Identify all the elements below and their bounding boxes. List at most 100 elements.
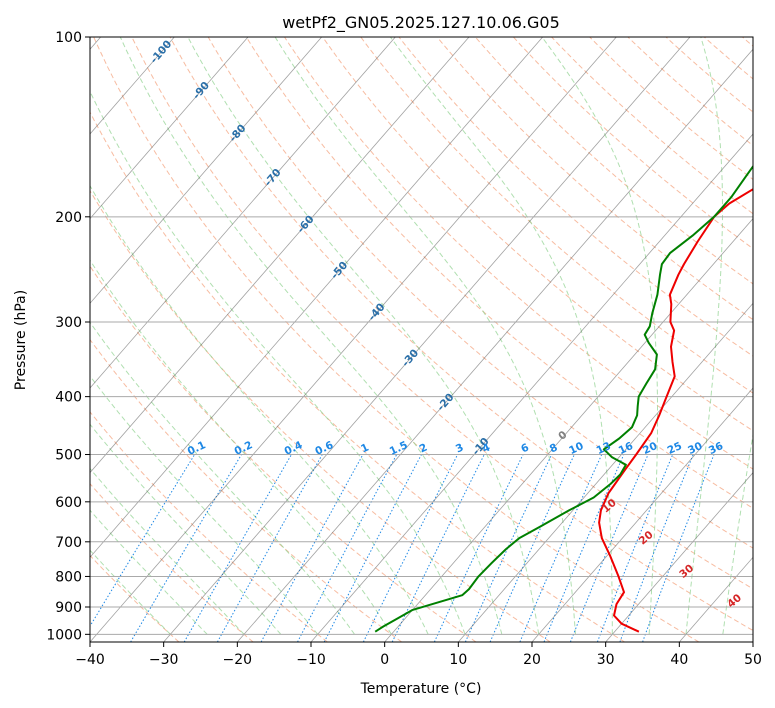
isotherm-line [310, 133, 753, 642]
temperature-profile-line [598, 188, 753, 633]
y-tick-label: 200 [55, 210, 82, 226]
x-tick-label: −20 [223, 652, 253, 668]
mixing-ratio-label: 8 [548, 442, 560, 456]
mixing-ratio-label: 1 [359, 442, 371, 456]
dry-adiabat-line [284, 37, 753, 470]
mixing-ratio-line [130, 454, 242, 642]
y-tick-label: 300 [55, 315, 82, 331]
mixing-ratio-line [323, 454, 422, 642]
pressure-gridlines [90, 37, 753, 635]
dry-adiabat-line [207, 37, 753, 549]
x-tick-label: 30 [597, 652, 615, 668]
dewpoint-profile-line [374, 164, 753, 633]
x-axis-label: Temperature (°C) [360, 681, 482, 697]
chart-title: wetPf2_GN05.2025.127.10.06.G05 [282, 13, 560, 33]
chart-annotations: -100-90-80-70-60-50-40-30-20-100.1 0.2 0.4… [148, 38, 744, 610]
dry-adiabat-line [551, 37, 753, 215]
moist-adiabats [90, 37, 753, 635]
x-tick-label: −40 [75, 652, 105, 668]
y-tick-label: 900 [55, 600, 82, 616]
mixing-ratio-line [489, 454, 575, 642]
plot-area [90, 37, 753, 642]
moist-adiabat-line [541, 37, 658, 635]
mixing-ratio-label: 10 [567, 440, 585, 457]
moist-adiabat-line [722, 432, 753, 635]
moist-adiabat-line [90, 375, 319, 635]
dry-adiabat-line [90, 411, 328, 642]
mixing-ratio-label: 36 [707, 440, 725, 457]
x-axis-ticks: −40 −30 −20 −10 0 10 20 30 40 50 [75, 642, 762, 668]
moist-adiabat-line [187, 37, 540, 635]
mixing-ratio-label: 2 [418, 442, 430, 456]
y-tick-label: 800 [55, 569, 82, 585]
dry-adiabat-line [90, 189, 551, 642]
dry-adiabat-line [90, 265, 477, 642]
moist-adiabat-line [274, 37, 576, 635]
moist-adiabat-line [90, 184, 429, 635]
moist-adiabat-line [90, 509, 208, 635]
dry-adiabat-line [90, 111, 625, 642]
isotherm-line [237, 48, 753, 642]
x-tick-label: −10 [296, 652, 326, 668]
mixing-ratio-label: 6 [519, 442, 531, 456]
moist-adiabat-line [90, 467, 245, 635]
dry-adiabat-line [90, 338, 402, 642]
isotherm-line [90, 37, 396, 389]
x-tick-label: −30 [149, 652, 179, 668]
mixing-ratio-line [90, 454, 196, 628]
x-tick-label: 20 [523, 652, 541, 668]
mixing-ratio-label: 16 [617, 440, 635, 457]
moist-adiabat-line [119, 37, 503, 635]
y-axis-label: Pressure (hPa) [13, 290, 29, 390]
moist-adiabat-line [90, 259, 392, 635]
isotherm-line [90, 37, 470, 474]
mixing-ratio-line [297, 454, 398, 642]
mixing-ratio-line [216, 454, 323, 642]
moist-adiabat-line [90, 90, 466, 635]
moist-adiabat-line [389, 37, 613, 635]
y-axis-ticks: 100 200 300 400 500 600 700 800 900 1000 [46, 30, 90, 643]
mixing-ratio-label: 13 [595, 440, 613, 457]
y-tick-label: 700 [55, 535, 82, 551]
y-tick-label: 500 [55, 448, 82, 464]
dry-adiabats [90, 37, 753, 642]
dry-adiabat-line [360, 37, 753, 394]
isotherm-line [531, 387, 753, 642]
dry-adiabat-line [627, 37, 753, 147]
dry-adiabat-line [322, 37, 753, 432]
dry-adiabat-line [245, 37, 753, 509]
isotherm-line [90, 37, 617, 642]
mixing-ratio-line [596, 454, 674, 642]
x-tick-label: 40 [670, 652, 688, 668]
sounding-series [374, 164, 753, 633]
dry-adiabat-line [398, 37, 753, 357]
isotherm-line [163, 37, 691, 642]
isotherm-line [90, 37, 543, 558]
mixing-ratio-label: 30 [686, 440, 704, 457]
mixing-ratio-label: 25 [666, 440, 684, 457]
plot-content: -100-90-80-70-60-50-40-30-20-100.1 0.2 0.4… [90, 37, 753, 642]
x-tick-label: 10 [449, 652, 467, 668]
mixing-ratio-label: 3 [454, 442, 466, 456]
moist-adiabat-line [90, 423, 282, 635]
mixing-ratio-line [519, 454, 603, 642]
mixing-ratio-label: 4 [480, 442, 492, 456]
isotherm-line [90, 37, 249, 220]
y-tick-label: 400 [55, 390, 82, 406]
mixing-ratio-label: 20 [641, 440, 659, 457]
y-tick-label: 600 [55, 495, 82, 511]
mixing-ratio-line [260, 454, 364, 642]
dry-adiabat-line [474, 37, 753, 285]
dry-adiabat-line [131, 37, 753, 632]
isotherm-line [605, 472, 753, 642]
y-tick-label: 1000 [46, 627, 82, 643]
isotherm-line [90, 37, 322, 304]
mixing-ratio-line [569, 454, 649, 642]
x-tick-label: 0 [380, 652, 389, 668]
dry-adiabat-line [169, 37, 753, 590]
mixing-ratio-line [433, 454, 524, 642]
moist-adiabat-line [90, 549, 171, 635]
dry-adiabat-line [93, 37, 700, 642]
mixing-ratio-line [183, 454, 292, 642]
